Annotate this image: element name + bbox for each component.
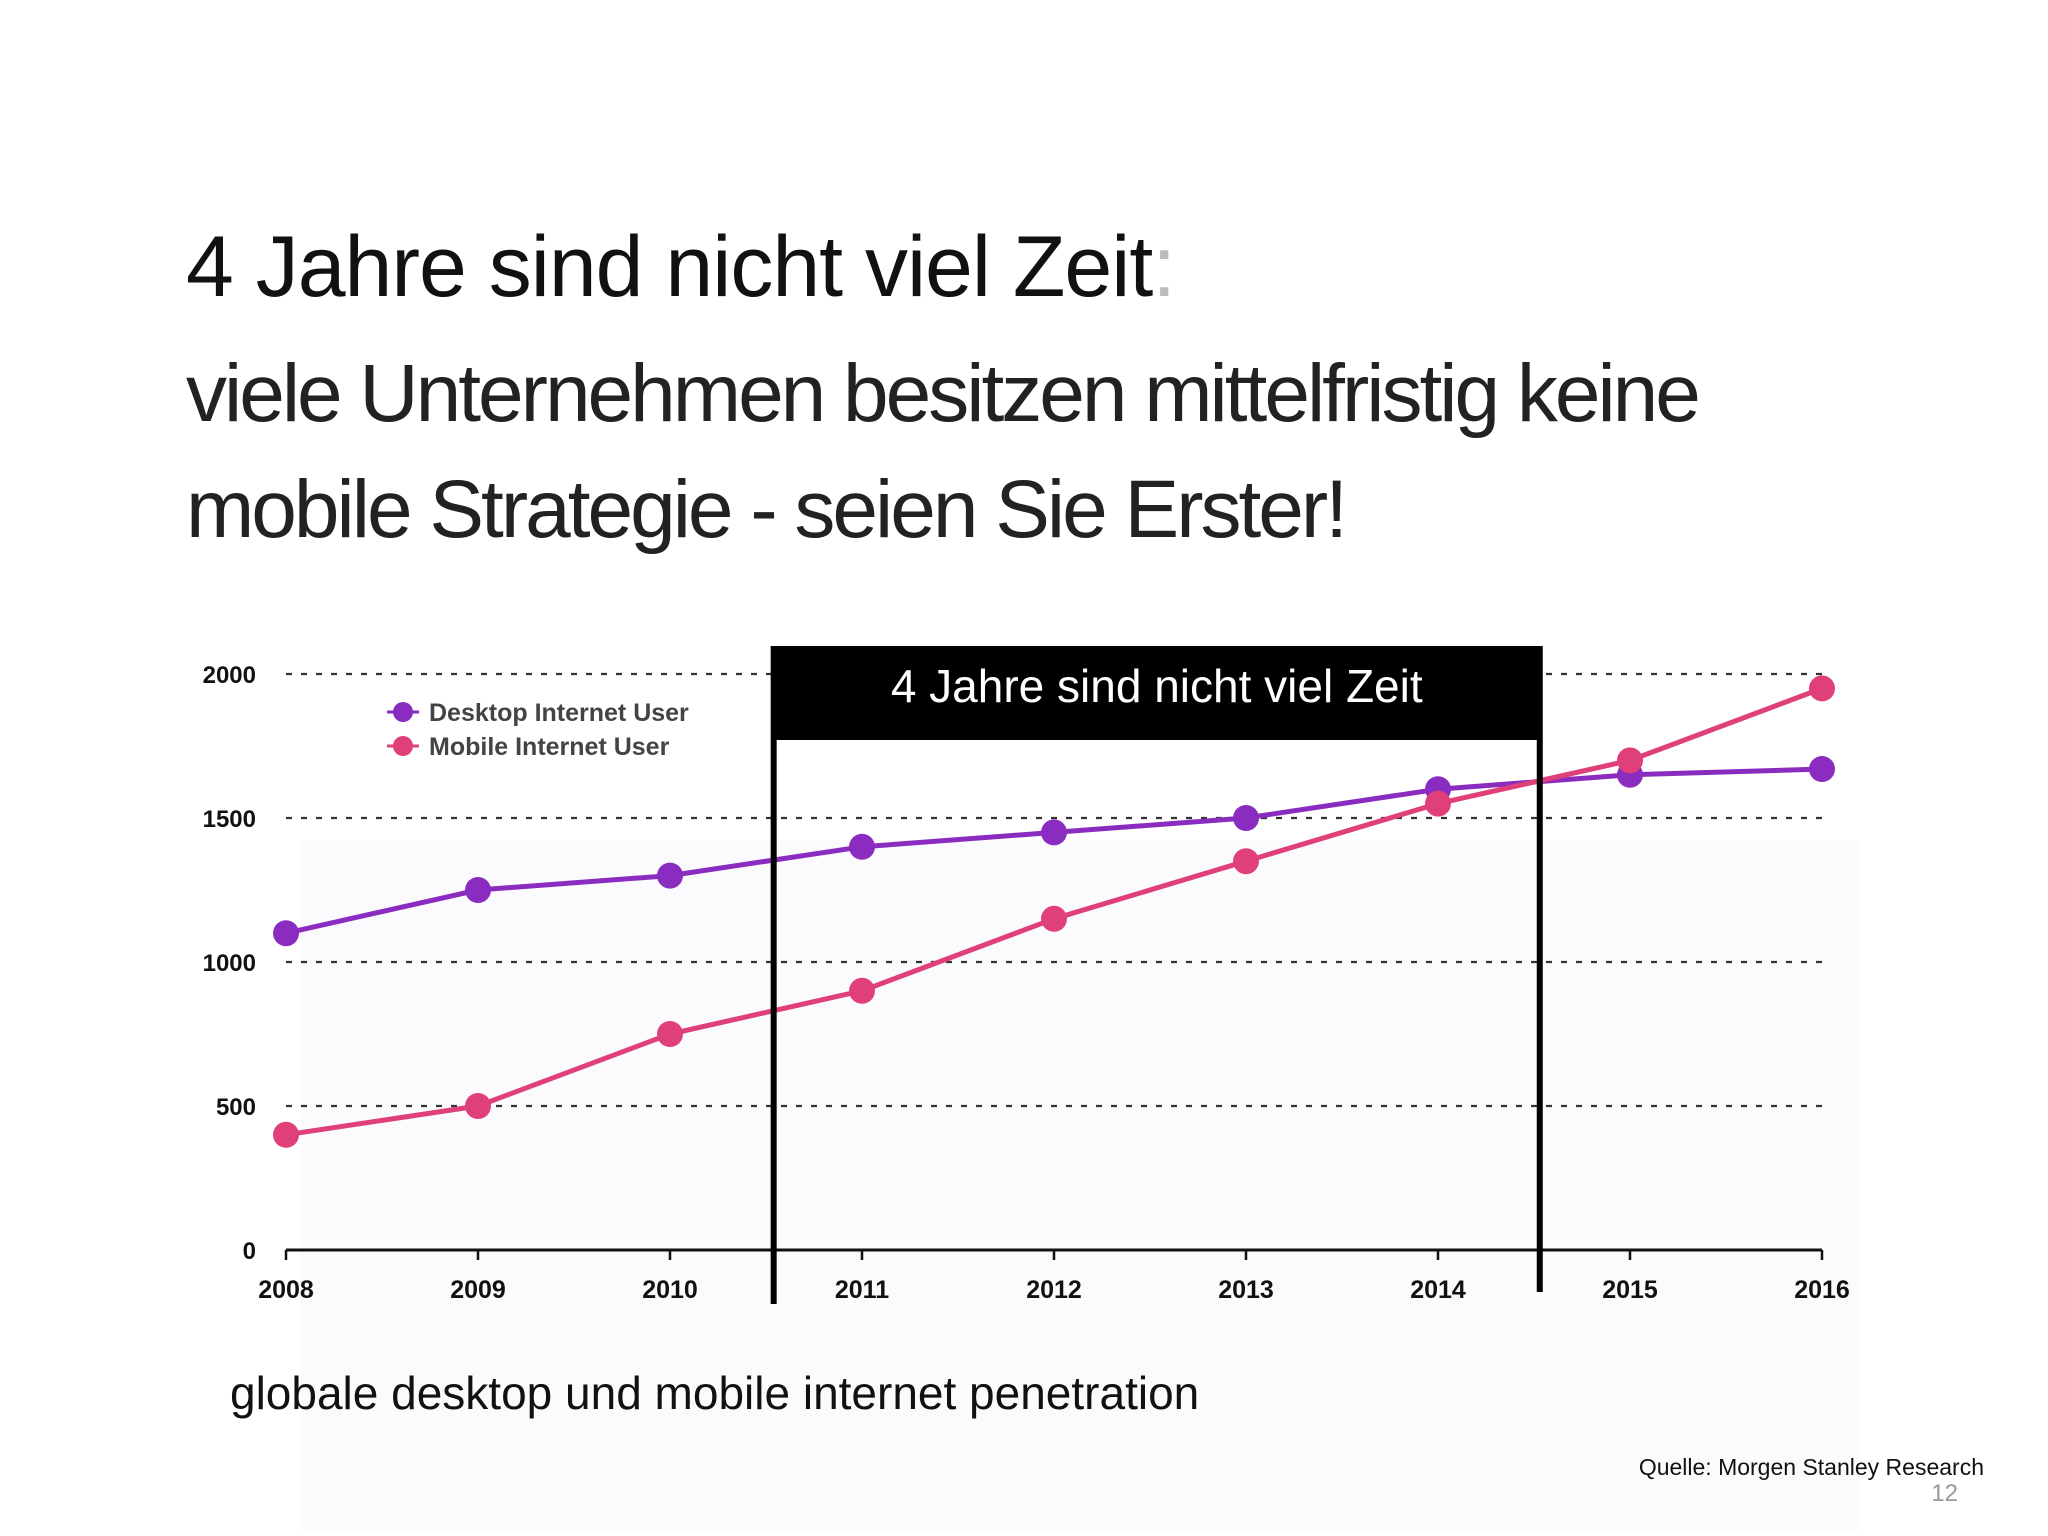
highlight-label: 4 Jahre sind nicht viel Zeit [891,660,1423,712]
x-tick-label-2014: 2014 [1410,1276,1466,1304]
slide-subtitle: viele Unternehmen besitzen mittelfristig… [186,336,1946,568]
slide-title-text: 4 Jahre sind nicht viel Zeit [186,219,1153,315]
point-mobile-2015 [1617,747,1643,774]
x-tick-label-2012: 2012 [1026,1276,1082,1304]
chart-background [300,840,1860,1530]
point-desktop-2010 [657,862,683,889]
slide-title: 4 Jahre sind nicht viel Zeit: [186,218,1176,317]
point-desktop-2009 [465,877,491,903]
point-desktop-2016 [1809,756,1835,783]
legend-marker-0 [393,702,413,722]
x-tick-label-2016: 2016 [1794,1276,1850,1304]
point-mobile-2013 [1233,848,1259,875]
legend-label-0: Desktop Internet User [429,699,689,727]
point-desktop-2008 [273,920,299,947]
x-tick-label-2011: 2011 [835,1276,889,1304]
point-mobile-2009 [465,1093,491,1119]
x-tick-label-2010: 2010 [642,1276,698,1304]
x-tick-label-2015: 2015 [1602,1276,1658,1304]
page-number: 12 [1931,1480,1958,1507]
y-tick-label-1000: 1000 [203,950,256,977]
highlight-box [773,646,1540,740]
x-tick-label-2013: 2013 [1218,1276,1274,1304]
source-note: Quelle: Morgen Stanley Research [1638,1454,1984,1480]
slide-title-colon: : [1152,219,1176,315]
point-mobile-2011 [849,977,875,1004]
point-mobile-2012 [1041,905,1067,932]
y-tick-label-1500: 1500 [203,806,256,833]
y-tick-label-2000: 2000 [203,662,256,689]
subtitle-line-2: mobile Strategie - seien Sie Erster! [186,464,1348,555]
legend-label-1: Mobile Internet User [429,733,670,761]
y-tick-label-500: 500 [216,1094,256,1121]
x-tick-label-2008: 2008 [258,1276,314,1304]
point-mobile-2008 [273,1121,299,1148]
point-mobile-2016 [1809,675,1835,702]
chart-caption: globale desktop und mobile internet pene… [230,1367,1200,1419]
point-mobile-2010 [657,1021,683,1047]
point-mobile-2014 [1425,790,1451,817]
subtitle-line-1: viele Unternehmen besitzen mittelfristig… [186,348,1701,439]
x-tick-label-2009: 2009 [450,1276,506,1304]
point-desktop-2011 [849,833,875,860]
legend-marker-1 [393,736,413,756]
point-desktop-2013 [1233,805,1259,831]
y-tick-label-0: 0 [243,1238,256,1265]
point-desktop-2012 [1041,819,1067,846]
